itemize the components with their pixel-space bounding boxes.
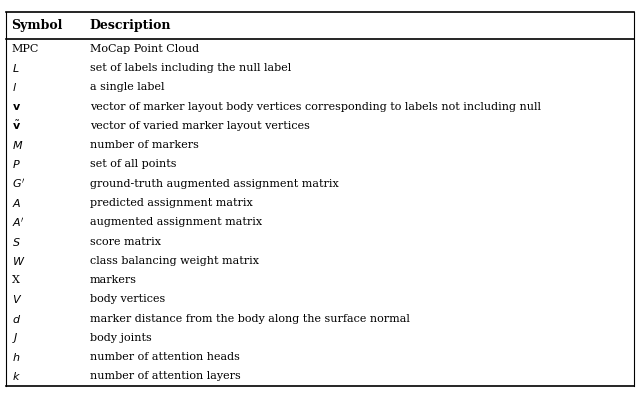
Text: $d$: $d$ [12,313,20,325]
Text: number of attention heads: number of attention heads [90,352,239,362]
Text: $\tilde{\mathbf{v}}$: $\tilde{\mathbf{v}}$ [12,119,20,132]
Text: X: X [12,275,19,285]
Text: score matrix: score matrix [90,236,161,247]
Text: predicted assignment matrix: predicted assignment matrix [90,198,252,208]
Text: $P$: $P$ [12,158,20,171]
Text: $M$: $M$ [12,139,23,151]
Text: set of labels including the null label: set of labels including the null label [90,63,291,73]
Text: body vertices: body vertices [90,294,165,305]
Text: $A^{\prime}$: $A^{\prime}$ [12,216,24,229]
Text: MPC: MPC [12,44,39,54]
Text: vector of varied marker layout vertices: vector of varied marker layout vertices [90,121,310,131]
Text: vector of marker layout body vertices corresponding to labels not including null: vector of marker layout body vertices co… [90,102,541,112]
Text: $l$: $l$ [12,81,17,93]
Text: body joints: body joints [90,333,151,343]
Text: $h$: $h$ [12,351,20,363]
Text: $S$: $S$ [12,236,20,247]
Text: $\mathbf{v}$: $\mathbf{v}$ [12,102,20,112]
Text: $W$: $W$ [12,255,25,267]
Text: markers: markers [90,275,136,285]
Text: Symbol: Symbol [12,19,63,32]
Text: $k$: $k$ [12,370,20,383]
Text: ground-truth augmented assignment matrix: ground-truth augmented assignment matrix [90,179,339,189]
Text: a single label: a single label [90,82,164,92]
Text: class balancing weight matrix: class balancing weight matrix [90,256,259,266]
Text: $J$: $J$ [12,331,19,345]
Text: $V$: $V$ [12,294,22,305]
Text: $L$: $L$ [12,62,19,74]
Text: $G^{\prime}$: $G^{\prime}$ [12,177,25,190]
Text: number of attention layers: number of attention layers [90,372,241,381]
Text: number of markers: number of markers [90,140,198,150]
Text: Description: Description [90,19,171,32]
Text: MoCap Point Cloud: MoCap Point Cloud [90,44,199,54]
Text: augmented assignment matrix: augmented assignment matrix [90,217,262,227]
Text: set of all points: set of all points [90,160,176,169]
Text: $A$: $A$ [12,197,21,209]
Text: marker distance from the body along the surface normal: marker distance from the body along the … [90,314,410,323]
